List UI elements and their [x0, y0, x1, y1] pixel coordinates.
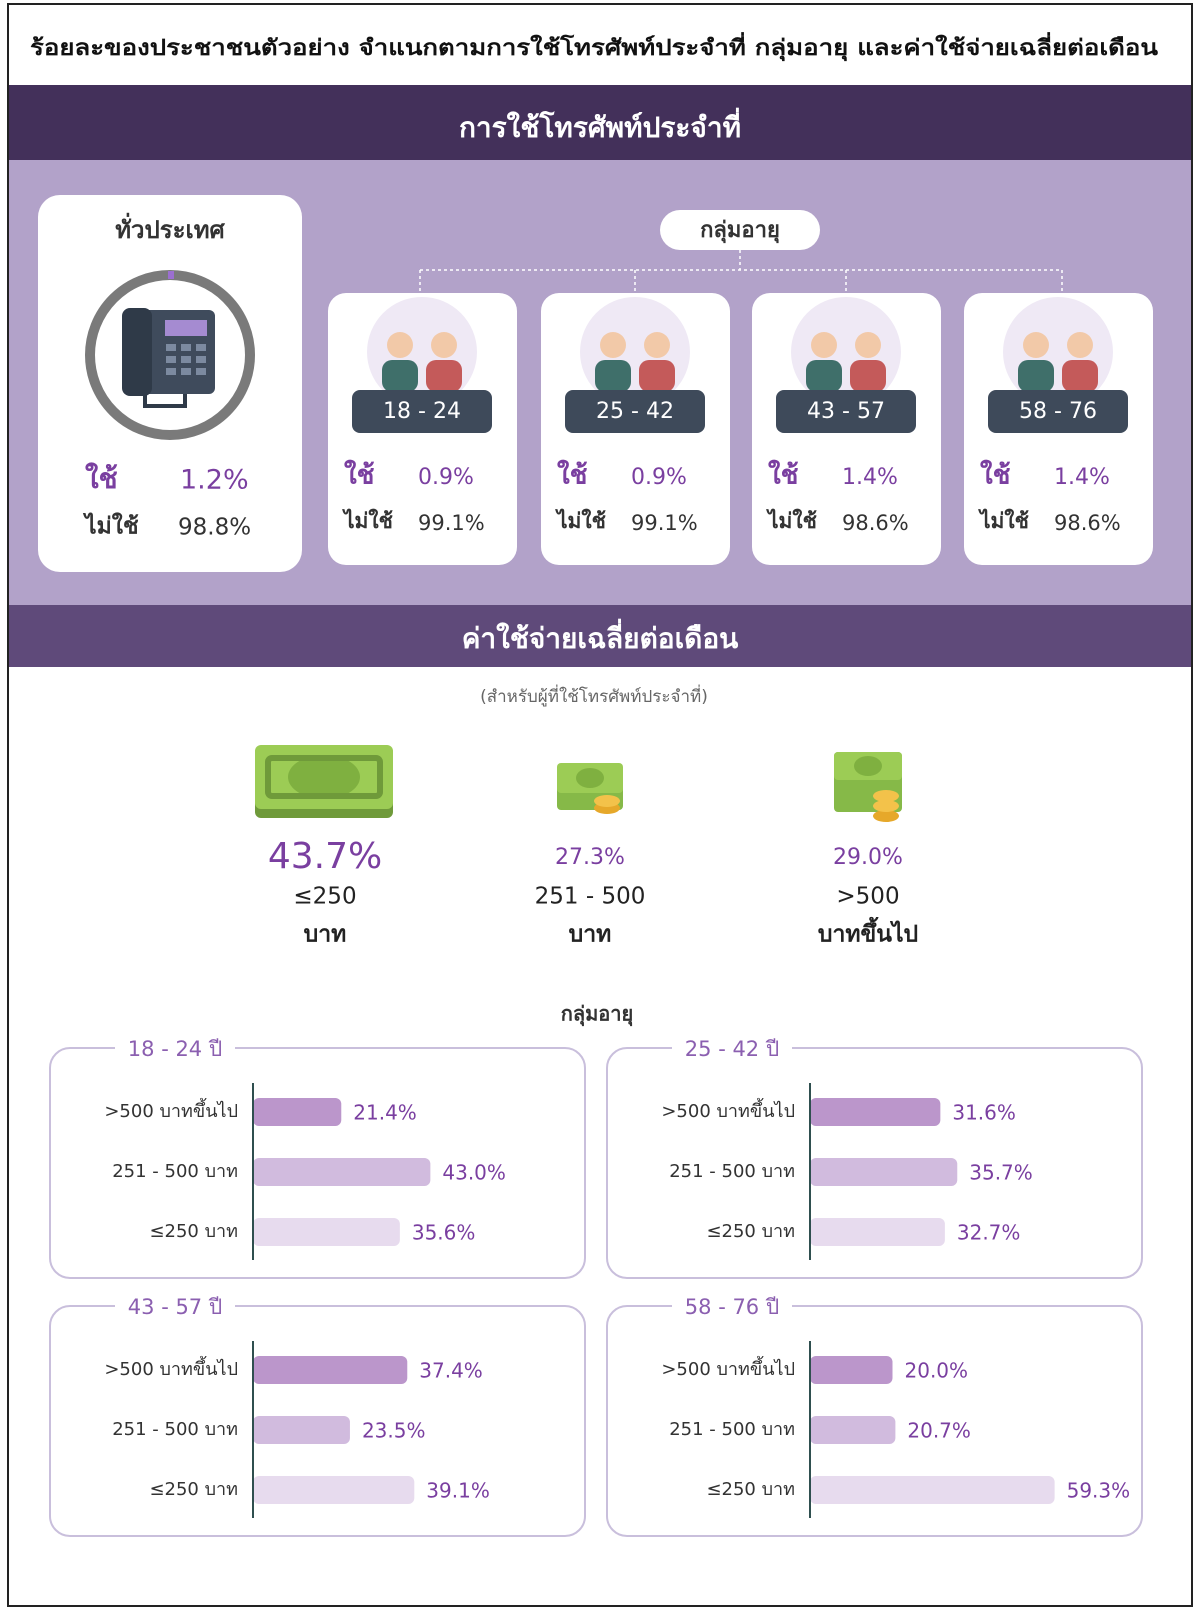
level-unit: บาท — [569, 922, 612, 948]
nonuse-label: ไม่ใช้ — [82, 512, 139, 540]
bar — [810, 1098, 940, 1126]
level-label: 251 - 500 — [535, 884, 646, 910]
section-heading: การใช้โทรศัพท์ประจำที่ — [459, 107, 741, 144]
avatar-body — [806, 360, 842, 392]
age-label: 18 - 24 — [383, 399, 461, 424]
level-unit: บาท — [304, 922, 347, 948]
value-label: 23.5% — [362, 1419, 426, 1443]
section-heading: ค่าใช้จ่ายเฉลี่ยต่อเดือน — [462, 618, 739, 655]
avatar-head — [811, 332, 837, 358]
category-label: >500 บาทขึ้นไป — [661, 1356, 795, 1380]
category-label: ≤250 บาท — [706, 1479, 795, 1500]
use-label: ใช้ — [344, 460, 374, 491]
bar — [810, 1158, 957, 1186]
value-label: 20.0% — [905, 1359, 969, 1383]
bar — [253, 1416, 350, 1444]
avatar-head — [1023, 332, 1049, 358]
value-label: 39.1% — [426, 1479, 490, 1503]
age-label: 58 - 76 — [1019, 399, 1097, 424]
age-label: 43 - 57 — [807, 399, 885, 424]
category-label: ≤250 บาท — [149, 1221, 238, 1242]
level-value: 29.0% — [833, 845, 903, 870]
bar — [253, 1476, 414, 1504]
category-label: 251 - 500 บาท — [112, 1419, 238, 1440]
nonuse-value: 98.6% — [842, 511, 909, 535]
panel-title: 25 - 42 ปี — [685, 1037, 779, 1061]
value-label: 37.4% — [419, 1359, 483, 1383]
use-label: ใช้ — [557, 460, 587, 491]
avatar-body — [382, 360, 418, 392]
avatar-body — [850, 360, 886, 392]
value-label: 21.4% — [353, 1101, 417, 1125]
panel-title: 58 - 76 ปี — [685, 1295, 779, 1319]
avatar-body — [1018, 360, 1054, 392]
bar — [810, 1356, 893, 1384]
panel-title: 18 - 24 ปี — [128, 1037, 222, 1061]
value-label: 32.7% — [957, 1221, 1021, 1245]
bar — [810, 1218, 945, 1246]
bar — [253, 1356, 407, 1384]
bar — [810, 1416, 895, 1444]
use-value: 1.4% — [1054, 465, 1110, 490]
avatar-head — [1067, 332, 1093, 358]
age-heading: กลุ่มอายุ — [561, 1002, 634, 1027]
bar — [253, 1098, 341, 1126]
avatar-head — [431, 332, 457, 358]
use-value: 0.9% — [631, 465, 687, 490]
avatar-body — [639, 360, 675, 392]
category-label: >500 บาทขึ้นไป — [104, 1098, 238, 1122]
avatar-body — [595, 360, 631, 392]
panel-title: 43 - 57 ปี — [128, 1295, 222, 1319]
category-label: 251 - 500 บาท — [669, 1161, 795, 1182]
avatar-body — [426, 360, 462, 392]
nonuse-value: 98.8% — [178, 515, 251, 541]
category-label: ≤250 บาท — [706, 1221, 795, 1242]
avatar-head — [600, 332, 626, 358]
infographic: ร้อยละของประชาชนตัวอย่าง จำแนกตามการใช้โ… — [0, 0, 1200, 1611]
level-label: >500 — [836, 884, 899, 910]
nonuse-label: ไม่ใช้ — [978, 508, 1029, 533]
level-value: 43.7% — [268, 836, 382, 877]
age-heading: กลุ่มอายุ — [700, 218, 780, 244]
value-label: 59.3% — [1067, 1479, 1131, 1503]
category-label: 251 - 500 บาท — [112, 1161, 238, 1182]
value-label: 31.6% — [952, 1101, 1016, 1125]
bar — [253, 1158, 430, 1186]
category-label: >500 บาทขึ้นไป — [661, 1098, 795, 1122]
nonuse-value: 98.6% — [1054, 511, 1121, 535]
card-title: ทั่วประเทศ — [115, 212, 225, 244]
avatar-head — [644, 332, 670, 358]
avatar-body — [1062, 360, 1098, 392]
use-label: ใช้ — [768, 460, 798, 491]
use-value: 1.2% — [180, 465, 249, 496]
age-label: 25 - 42 — [596, 399, 674, 424]
category-label: ≤250 บาท — [149, 1479, 238, 1500]
nonuse-label: ไม่ใช้ — [342, 508, 393, 533]
avatar-head — [387, 332, 413, 358]
level-unit: บาทขึ้นไป — [818, 917, 918, 948]
bar — [810, 1476, 1055, 1504]
nonuse-label: ไม่ใช้ — [555, 508, 606, 533]
value-label: 43.0% — [442, 1161, 506, 1185]
nonuse-label: ไม่ใช้ — [766, 508, 817, 533]
level-label: ≤250 — [293, 884, 356, 910]
use-value: 1.4% — [842, 465, 898, 490]
nonuse-value: 99.1% — [631, 511, 698, 535]
use-value: 0.9% — [418, 465, 474, 490]
category-label: 251 - 500 บาท — [669, 1419, 795, 1440]
avatar-head — [855, 332, 881, 358]
level-value: 27.3% — [555, 845, 625, 870]
use-label: ใช้ — [980, 460, 1010, 491]
bar — [253, 1218, 400, 1246]
category-label: >500 บาทขึ้นไป — [104, 1356, 238, 1380]
nonuse-value: 99.1% — [418, 511, 485, 535]
use-label: ใช้ — [85, 462, 118, 495]
page-title: ร้อยละของประชาชนตัวอย่าง จำแนกตามการใช้โ… — [30, 31, 1158, 62]
value-label: 35.6% — [412, 1221, 476, 1245]
value-label: 35.7% — [969, 1161, 1033, 1185]
section-note: (สำหรับผู้ที่ใช้โทรศัพท์ประจำที่) — [480, 684, 708, 707]
value-label: 20.7% — [907, 1419, 971, 1443]
